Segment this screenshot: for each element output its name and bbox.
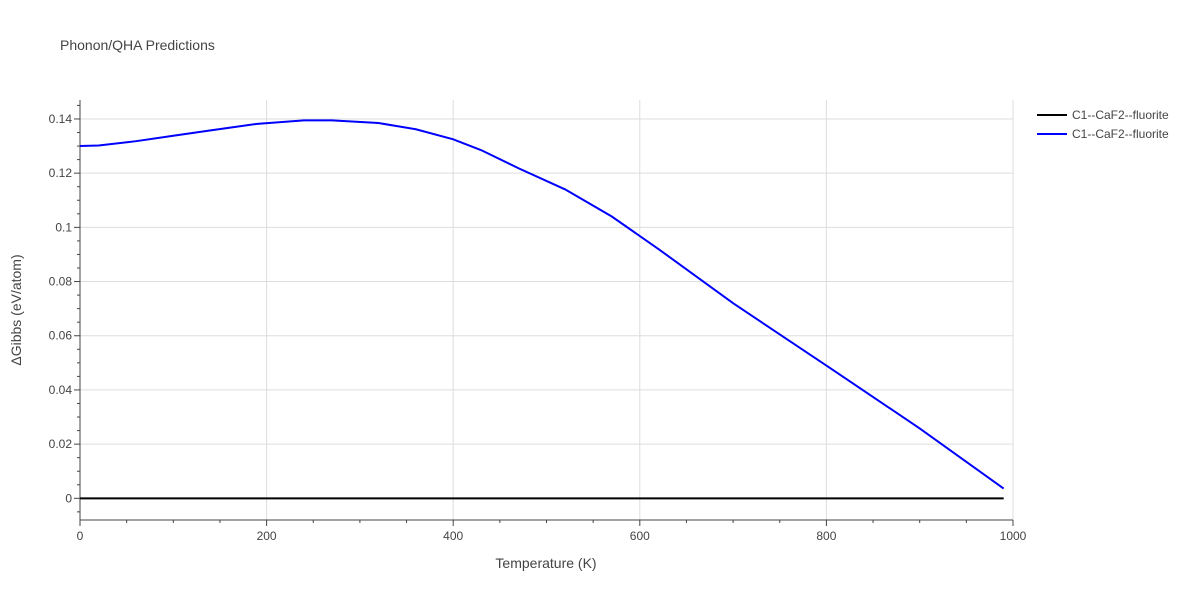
y-tick-label: 0.12 <box>49 166 73 180</box>
y-tick-label: 0.08 <box>49 275 73 289</box>
x-tick-label: 400 <box>443 529 463 543</box>
y-tick-label: 0 <box>65 491 72 505</box>
x-tick-label: 800 <box>816 529 836 543</box>
x-tick-label: 600 <box>630 529 650 543</box>
y-axis-title: ΔGibbs (eV/atom) <box>8 254 24 365</box>
legend-label: C1--CaF2--fluorite <box>1072 108 1169 122</box>
x-tick-label: 200 <box>257 529 277 543</box>
legend-item-2[interactable]: C1--CaF2--fluorite <box>1037 127 1169 141</box>
y-tick-label: 0.1 <box>55 220 72 234</box>
x-axis-title: Temperature (K) <box>495 555 596 571</box>
y-tick-label: 0.14 <box>49 112 73 126</box>
chart-title: Phonon/QHA Predictions <box>60 37 215 53</box>
series-line-2 <box>79 119 1005 490</box>
y-tick-label: 0.06 <box>49 329 73 343</box>
y-tick-label: 0.04 <box>49 383 73 397</box>
x-tick-label: 1000 <box>1000 529 1027 543</box>
x-tick-label: 0 <box>77 529 84 543</box>
y-tick-label: 0.02 <box>49 437 73 451</box>
axes <box>74 100 1014 526</box>
tick-labels: 0 200 400 600 800 1000 0 0.02 0.04 0.06 0.08 0.1 0.1… <box>49 112 1027 543</box>
legend-item-1[interactable]: C1--CaF2--fluorite <box>1037 108 1169 122</box>
grid <box>80 100 1014 520</box>
legend[interactable]: C1--CaF2--fluorite C1--CaF2--fluorite <box>1037 108 1169 141</box>
legend-label: C1--CaF2--fluorite <box>1072 127 1169 141</box>
series-lines <box>79 119 1005 500</box>
